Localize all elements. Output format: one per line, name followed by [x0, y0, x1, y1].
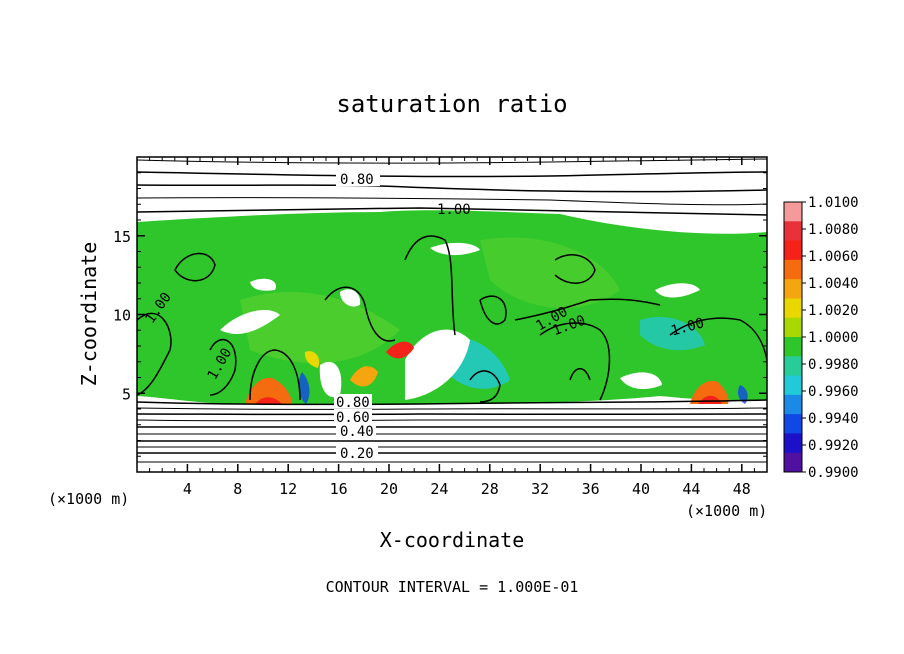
- x-axis-label: X-coordinate: [380, 528, 525, 552]
- x-tick-label: 40: [632, 480, 650, 498]
- contour-label: 1.00: [437, 202, 471, 218]
- colorbar-label: 1.0060: [808, 249, 859, 265]
- colorbar-swatch: [784, 375, 802, 396]
- colorbar-label: 1.0040: [808, 276, 859, 292]
- x-unit-right: (×1000 m): [686, 502, 767, 520]
- contour-label: 0.60: [336, 410, 370, 426]
- contour-label: 0.20: [340, 446, 374, 462]
- colorbar-swatch: [784, 298, 802, 319]
- y-axis-label: Z-coordinate: [77, 242, 101, 387]
- colorbar-label: 1.0000: [808, 330, 859, 346]
- x-tick-label: 28: [481, 480, 499, 498]
- colorbar-swatch: [784, 337, 802, 357]
- x-tick-label: 8: [233, 480, 242, 498]
- y-axis: 5 10 15: [113, 172, 767, 457]
- y-tick-label: 10: [113, 307, 131, 325]
- x-tick-label: 20: [380, 480, 398, 498]
- colorbar-swatch: [784, 317, 802, 338]
- x-tick-label: 12: [279, 480, 297, 498]
- x-tick-label: 36: [582, 480, 600, 498]
- colorbar-label: 0.9940: [808, 411, 859, 427]
- contour-label: 0.80: [336, 395, 370, 411]
- x-unit-left: (×1000 m): [48, 490, 129, 508]
- colorbar-swatch: [784, 202, 802, 222]
- colorbar-label: 0.9980: [808, 357, 859, 373]
- colorbar-swatch: [784, 394, 802, 415]
- x-tick-label: 4: [183, 480, 192, 498]
- colorbar-swatch: [784, 279, 802, 299]
- colorbar-label: 0.9900: [808, 465, 859, 481]
- contour-label: 0.40: [340, 424, 374, 440]
- warm-spot: [245, 377, 292, 404]
- chart-title: saturation ratio: [336, 90, 567, 118]
- contour-label: 0.80: [340, 172, 374, 188]
- colorbar-swatch: [784, 414, 802, 434]
- colorbar-swatch: [784, 452, 802, 473]
- x-tick-label: 44: [682, 480, 700, 498]
- y-tick-label: 15: [113, 228, 131, 246]
- x-tick-label: 16: [330, 480, 348, 498]
- colorbar-swatch: [784, 240, 802, 261]
- x-tick-label: 32: [531, 480, 549, 498]
- colorbar-swatch: [784, 221, 802, 242]
- colorbar-label: 1.0100: [808, 195, 859, 211]
- plot-area: 0.80 1.00 1.00 1.00 1.00 1.00 1.00 0.80 …: [137, 157, 767, 472]
- colorbar-label: 0.9920: [808, 438, 859, 454]
- x-axis: 4 8 12 16 20 24 28 32 36 40 44 48: [149, 157, 755, 498]
- colorbar-label: 1.0080: [808, 222, 859, 238]
- y-tick-label: 5: [122, 385, 131, 403]
- x-tick-label: 48: [733, 480, 751, 498]
- contour-interval-note: CONTOUR INTERVAL = 1.000E-01: [326, 578, 579, 596]
- colorbar-label: 1.0020: [808, 303, 859, 319]
- colorbar-label: 0.9960: [808, 384, 859, 400]
- x-tick-label: 24: [430, 480, 448, 498]
- colorbar-swatch: [784, 259, 802, 280]
- colorbar-swatch: [784, 356, 802, 377]
- colorbar: 1.0100 1.0080 1.0060 1.0040 1.0020 1.0000 0.99…: [783, 195, 859, 481]
- colorbar-swatch: [784, 433, 802, 454]
